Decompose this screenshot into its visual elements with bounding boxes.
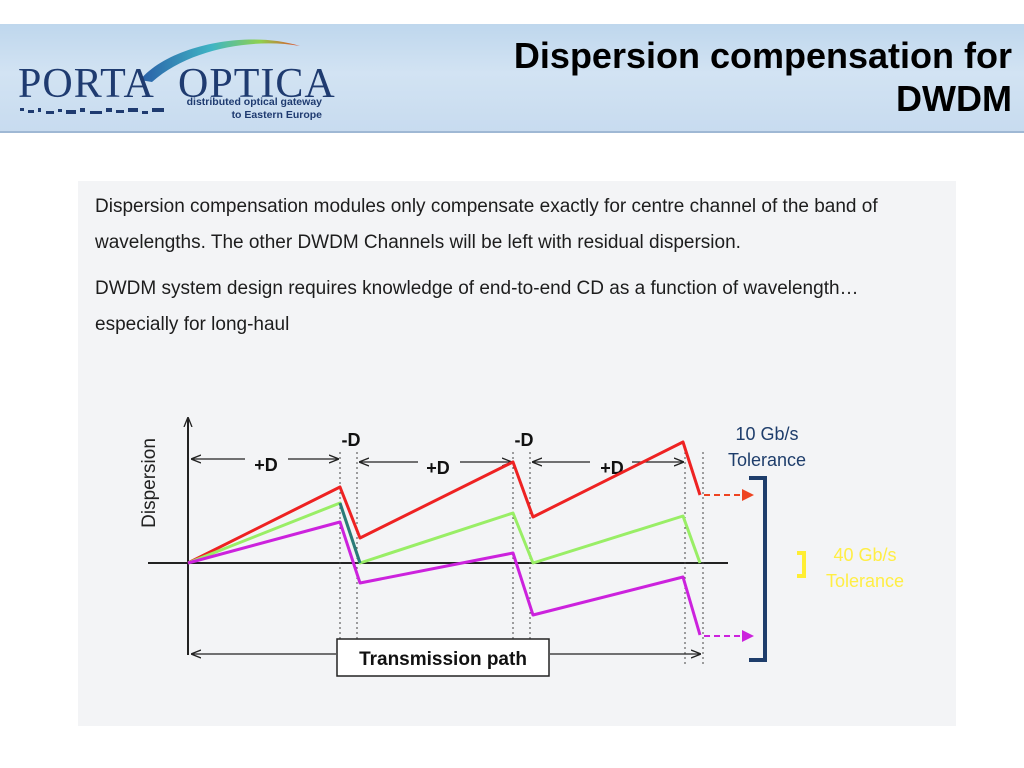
- slide-title: Dispersion compensation for DWDM: [412, 34, 1012, 120]
- logo-word-porta: PORTA: [18, 61, 155, 107]
- slide-header: PORTA OPTICA distributed optical gateway…: [0, 0, 1024, 133]
- logo-tagline-line2: to Eastern Europe: [231, 109, 322, 121]
- body-paragraph-2: DWDM system design requires knowledge of…: [95, 278, 859, 335]
- logo-word-optica: OPTICA: [178, 61, 336, 107]
- logo-swoosh-icon: [20, 39, 300, 114]
- header-divider: [0, 131, 1024, 133]
- body-paragraph-1: Dispersion compensation modules only com…: [95, 196, 878, 253]
- header-top-band: [0, 0, 1024, 24]
- porta-optica-logo: PORTA OPTICA distributed optical gateway…: [0, 24, 360, 132]
- content-panel: [78, 181, 956, 726]
- slide-title-line2: DWDM: [896, 78, 1012, 119]
- slide-title-line1: Dispersion compensation for: [513, 35, 1012, 76]
- logo-tagline-line1: distributed optical gateway: [186, 96, 322, 108]
